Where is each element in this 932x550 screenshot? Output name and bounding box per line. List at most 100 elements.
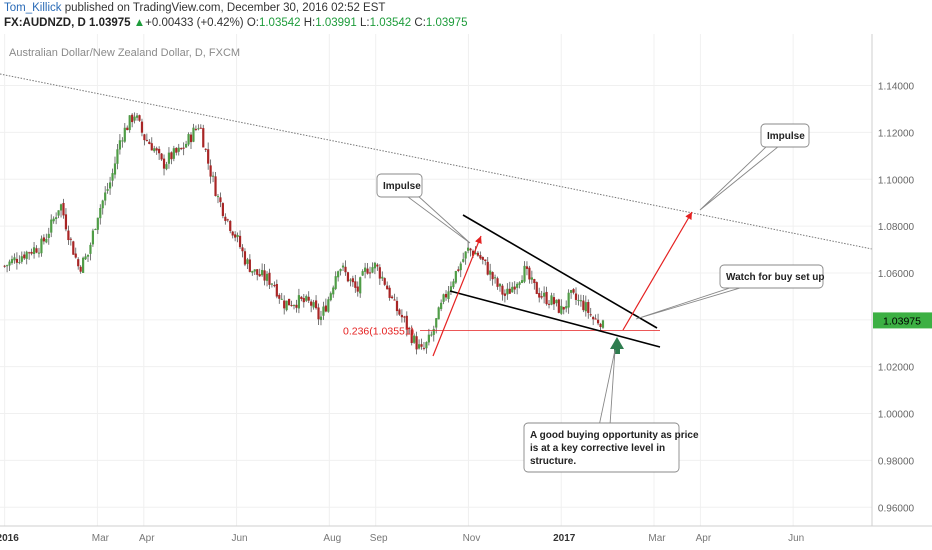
candle-body — [486, 261, 489, 275]
candle-body — [258, 274, 261, 277]
candle-body — [138, 115, 141, 121]
candle-body — [275, 283, 278, 297]
candle-body — [449, 286, 453, 292]
candle-body — [572, 289, 575, 293]
candle-body — [415, 336, 418, 350]
candle-body — [361, 271, 364, 276]
price-axis[interactable]: 1.140001.120001.100001.080001.060001.040… — [878, 82, 915, 515]
candle-body — [162, 158, 166, 169]
candle-body — [393, 299, 396, 301]
impulse-left-callout-box — [376, 173, 423, 198]
candle-body — [373, 262, 377, 269]
candle-body — [280, 298, 283, 300]
candle-body — [42, 237, 45, 242]
candle-body — [94, 229, 97, 231]
candle-body — [474, 252, 477, 255]
candle-body — [47, 233, 50, 238]
candle-body — [390, 296, 394, 299]
candle-body — [23, 254, 26, 259]
candle-body — [359, 277, 362, 294]
x-tick-label: Jun — [231, 533, 247, 544]
candle-body — [364, 267, 367, 272]
wedge-upper-line — [462, 214, 658, 329]
price-badge-box — [873, 312, 932, 329]
candle-body — [513, 286, 516, 290]
candle-body — [454, 271, 457, 283]
candle-body — [432, 329, 435, 335]
high-value: 1.03991 — [315, 17, 357, 29]
fib-label: 0.236(1.03551) — [343, 325, 414, 337]
candle-body — [238, 235, 242, 248]
candle-body — [417, 344, 421, 349]
candle-body — [285, 300, 288, 311]
close-label: C: — [414, 17, 426, 29]
x-tick-label: Sep — [370, 533, 388, 544]
candle-body — [339, 269, 342, 272]
x-tick-label: Jun — [788, 533, 804, 544]
candle-body — [491, 272, 494, 280]
candle-body — [246, 259, 249, 264]
candle-body — [180, 148, 183, 150]
candle-body — [388, 287, 391, 298]
candle-body — [319, 316, 323, 321]
candle-body — [192, 127, 195, 142]
candle-body — [314, 300, 318, 309]
candle-body — [317, 307, 320, 320]
x-tick-label: Mar — [648, 533, 666, 544]
candle-body — [55, 217, 58, 220]
time-axis[interactable]: 2016 Mar Apr Jun Aug Sep Nov 2017 Mar Apr Jun — [0, 533, 804, 544]
candle-body — [135, 115, 139, 118]
candle-body — [587, 302, 590, 313]
candle-body — [133, 116, 136, 121]
candle-body — [72, 241, 75, 255]
author-link[interactable]: Tom_Killick — [4, 2, 62, 14]
candle-body — [498, 283, 502, 287]
candle-body — [30, 251, 33, 254]
candle-body — [565, 306, 568, 309]
candle-body — [214, 176, 217, 197]
candle-body — [334, 276, 337, 289]
candle-body — [150, 143, 153, 151]
candle-body — [337, 271, 340, 278]
candle-body — [32, 247, 36, 254]
candle-body — [290, 305, 293, 307]
candle-body — [550, 295, 553, 305]
candle-body — [442, 294, 445, 302]
last-price: 1.03975 — [88, 17, 131, 29]
candle-body — [349, 279, 352, 281]
candle-body — [501, 285, 504, 295]
candle-body — [518, 282, 521, 285]
candle-body — [511, 286, 514, 293]
x-tick-label: Apr — [139, 533, 155, 544]
candle-body — [346, 272, 350, 282]
candle-body — [106, 189, 109, 191]
candle-body — [256, 269, 259, 275]
candle-body — [300, 296, 303, 299]
candle-body — [263, 270, 266, 281]
candle-body — [295, 304, 298, 308]
candle-body — [160, 153, 163, 160]
x-tick-label: 2016 — [0, 533, 19, 544]
candle-body — [116, 149, 119, 164]
candle-body — [523, 265, 526, 282]
candle-body — [589, 314, 592, 316]
candle-body — [287, 298, 291, 306]
candle-body — [503, 293, 506, 296]
candle-body — [552, 297, 556, 305]
high-label: H: — [303, 17, 316, 29]
candle-body — [307, 296, 310, 301]
candle-body — [131, 114, 134, 123]
candle-body — [202, 128, 205, 148]
candles — [3, 112, 605, 355]
candle-body — [241, 247, 244, 252]
candle-body — [199, 127, 202, 129]
candle-body — [378, 267, 381, 279]
candle-body — [476, 252, 480, 256]
candle-body — [189, 134, 193, 143]
candle-body — [273, 285, 276, 287]
candle-body — [140, 121, 144, 133]
candle-body — [516, 283, 519, 288]
candle-body — [508, 288, 511, 294]
candle-body — [356, 286, 359, 292]
